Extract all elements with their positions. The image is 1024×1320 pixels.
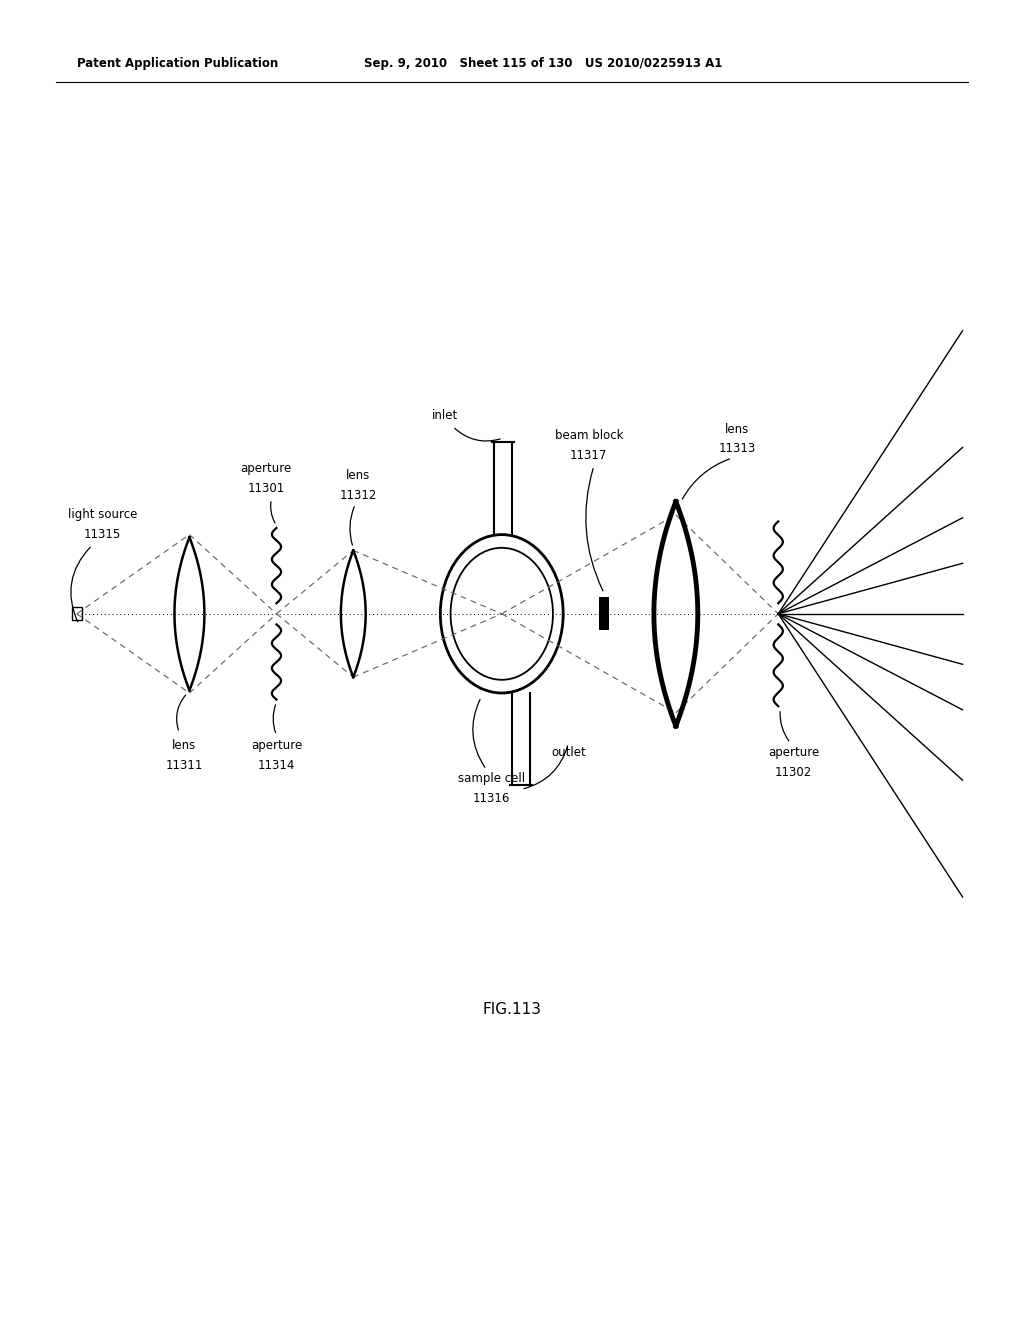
Bar [72, 607, 82, 620]
Text: lens: lens [346, 469, 371, 482]
Text: beam block: beam block [555, 429, 623, 442]
Text: 11302: 11302 [775, 766, 812, 779]
Text: outlet: outlet [551, 746, 586, 759]
Text: inlet: inlet [432, 409, 459, 422]
Text: 11317: 11317 [570, 449, 607, 462]
Text: lens: lens [725, 422, 750, 436]
Text: 11311: 11311 [166, 759, 203, 772]
Text: 11316: 11316 [473, 792, 510, 805]
Text: Patent Application Publication: Patent Application Publication [77, 57, 279, 70]
Text: aperture: aperture [251, 739, 302, 752]
Text: 11315: 11315 [84, 528, 121, 541]
Text: Sep. 9, 2010   Sheet 115 of 130   US 2010/0225913 A1: Sep. 9, 2010 Sheet 115 of 130 US 2010/02… [364, 57, 722, 70]
Text: 11312: 11312 [340, 488, 377, 502]
Text: light source: light source [68, 508, 137, 521]
Text: aperture: aperture [241, 462, 292, 475]
Text: aperture: aperture [768, 746, 819, 759]
Text: 11314: 11314 [258, 759, 295, 772]
Text: lens: lens [172, 739, 197, 752]
Text: 11301: 11301 [248, 482, 285, 495]
Text: 11313: 11313 [719, 442, 756, 455]
Text: FIG.113: FIG.113 [482, 1002, 542, 1018]
Text: sample cell: sample cell [458, 772, 525, 785]
Bar [599, 597, 609, 630]
